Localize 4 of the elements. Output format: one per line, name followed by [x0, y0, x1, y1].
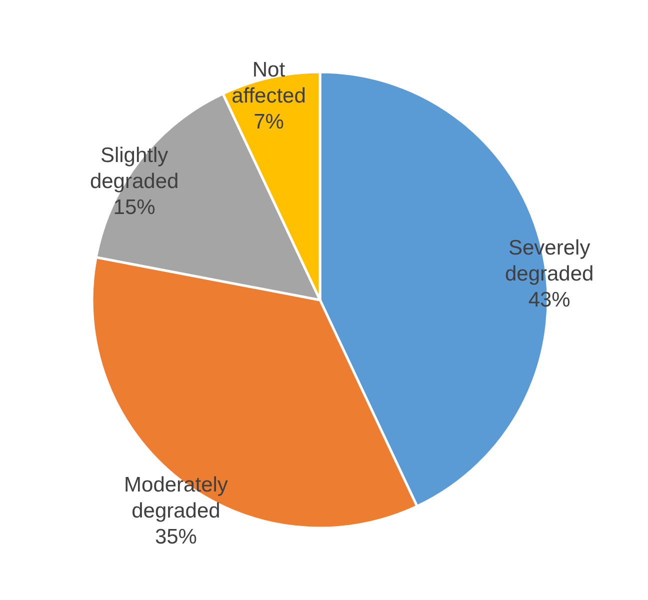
data-label: 7%	[254, 110, 284, 134]
data-label: 15%	[113, 196, 156, 219]
slice-label: Not affected	[232, 58, 306, 108]
data-label: 35%	[154, 526, 197, 549]
